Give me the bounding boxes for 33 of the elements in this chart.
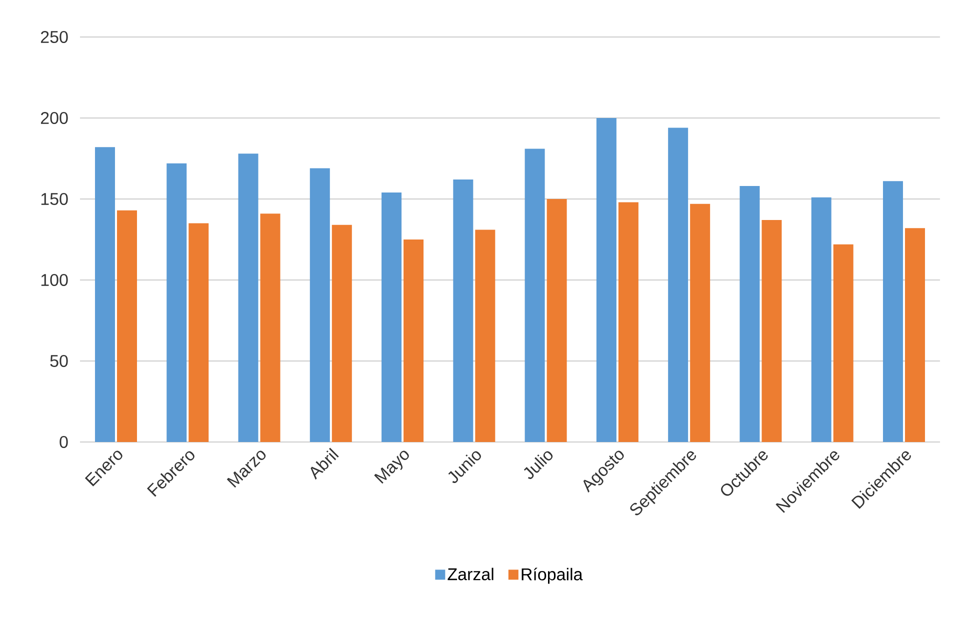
bar (238, 154, 258, 442)
y-tick-label: 0 (60, 436, 68, 448)
bar (762, 220, 782, 442)
y-tick-label: 250 (40, 30, 68, 44)
bar (188, 223, 209, 442)
bar (475, 230, 496, 442)
y-tick-label: 200 (40, 112, 68, 124)
legend-label: Ríopaila (522, 568, 583, 584)
bar (404, 239, 424, 442)
x-tick-label: Julio (524, 451, 553, 479)
bar (740, 186, 760, 442)
bar (94, 147, 115, 442)
bar (690, 204, 710, 442)
bar (668, 128, 688, 442)
y-tick-label: 50 (50, 354, 68, 368)
bar (310, 168, 330, 442)
bar (833, 244, 854, 442)
bar (453, 180, 474, 442)
bar (116, 210, 137, 442)
bar (618, 202, 638, 442)
y-tick-label: 100 (41, 274, 68, 286)
bar (166, 163, 187, 442)
bar (546, 198, 567, 442)
bar (882, 181, 903, 442)
bar (904, 228, 925, 442)
bar (260, 214, 280, 442)
bar (596, 118, 616, 442)
y-tick-label: 150 (41, 192, 68, 206)
bar (811, 197, 832, 442)
legend-label: Zarzal (448, 568, 494, 580)
bar (332, 224, 352, 442)
bar (382, 192, 402, 442)
bar (524, 148, 545, 442)
